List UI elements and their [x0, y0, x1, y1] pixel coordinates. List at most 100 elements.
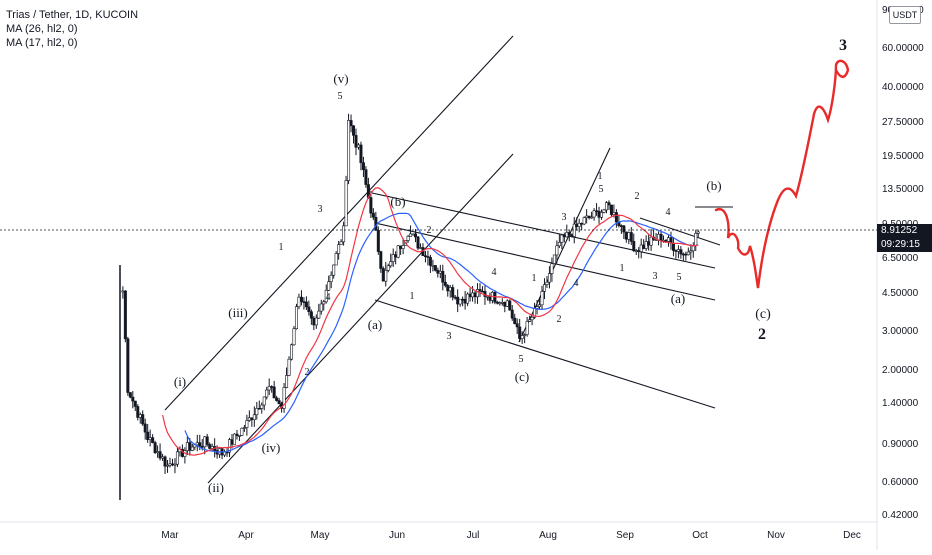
candle-body: [550, 263, 554, 274]
projection-path: [714, 59, 850, 289]
candle-body: [575, 223, 579, 227]
candle-body: [200, 446, 204, 448]
wave-label-wave-iv: (iv): [262, 440, 281, 455]
candle-body: [361, 162, 365, 170]
candle-body: [684, 253, 688, 256]
candle-body: [322, 301, 326, 305]
trend-line: [374, 299, 716, 409]
wave-label-sub-2-c: 2: [557, 314, 562, 325]
candles: [119, 113, 700, 500]
chart-legend: Trias / Tether, 1D, KUCOIN MA (26, hl2, …: [6, 8, 138, 50]
candle-body: [235, 433, 239, 437]
wave-label-sub-1-b: 1: [410, 291, 415, 302]
candle-body: [314, 317, 318, 326]
wave-label-sub-2-b: 2: [427, 225, 432, 236]
candle-body: [133, 400, 137, 407]
currency-button[interactable]: USDT: [889, 6, 921, 24]
candle-body: [676, 249, 680, 252]
candle-body: [597, 210, 601, 218]
wave-label-sub-4-a: 4: [326, 292, 331, 303]
candle-body: [344, 180, 348, 227]
candle-body: [287, 358, 291, 376]
ma-26-line: [184, 212, 699, 453]
candle-body: [587, 215, 591, 219]
candle-body: [666, 237, 670, 242]
last-price-tag: 8.91252: [877, 224, 932, 238]
time-axis: Mar Apr May Jun Jul Aug Sep Oct Nov Dec: [161, 530, 861, 541]
candle-body: [297, 296, 301, 307]
ma-17-legend[interactable]: MA (17, hl2, 0): [6, 37, 78, 49]
candle-body: [223, 451, 227, 456]
candle-body: [294, 306, 298, 330]
candle-body: [461, 298, 465, 301]
candle-body: [131, 396, 135, 402]
candle-body: [627, 232, 631, 240]
candle-body: [230, 439, 234, 445]
candle-body: [349, 120, 353, 127]
candle-body: [485, 296, 489, 298]
candle-body: [520, 335, 524, 339]
candle-body: [394, 254, 398, 258]
candle-body: [347, 120, 351, 181]
wave-label-wave-c-2: (c): [755, 307, 771, 322]
candle-body: [634, 250, 638, 252]
candle-body: [624, 231, 628, 240]
candle-body: [570, 234, 574, 237]
candle-body: [614, 212, 618, 223]
candle-body: [686, 251, 690, 256]
wave-label-sub-2-a: 2: [305, 367, 310, 378]
wave-label-sub-4-b: 4: [492, 267, 497, 278]
candle-body: [411, 233, 415, 236]
candle-body: [240, 427, 244, 436]
symbol-title[interactable]: Trias / Tether, 1D, KUCOIN: [6, 9, 139, 21]
candle-body: [260, 404, 264, 409]
candle-body: [671, 242, 675, 251]
candle-body: [525, 321, 529, 335]
candle-body: [228, 439, 232, 453]
candle-body: [168, 463, 172, 466]
candle-body: [205, 436, 209, 445]
trend-line: [164, 35, 514, 411]
trend-line: [518, 147, 611, 343]
trend-line: [371, 192, 716, 269]
candle-body: [151, 437, 155, 443]
time-tick-label: Oct: [692, 530, 708, 541]
candle-body: [696, 231, 700, 234]
candle-body: [468, 293, 472, 298]
candle-body: [619, 225, 623, 227]
time-tick-label: Nov: [767, 530, 785, 541]
candle-body: [538, 304, 542, 307]
candle-body: [647, 241, 651, 246]
candle-body: [270, 386, 274, 388]
candle-body: [629, 232, 633, 242]
candle-body: [128, 392, 132, 398]
candle-body: [332, 264, 336, 276]
candle-body: [637, 250, 641, 252]
candle-body: [195, 442, 199, 446]
price-tick-label: 0.42000: [882, 510, 919, 521]
candle-body: [173, 463, 177, 466]
candle-body: [689, 250, 693, 253]
candle-body: [567, 232, 571, 235]
candle-body: [540, 291, 544, 306]
wave-label-wave-a-2: (a): [671, 291, 685, 306]
ma-26-legend[interactable]: MA (26, hl2, 0): [6, 23, 78, 35]
wave-label-sub-3-b: 3: [447, 331, 452, 342]
candle-body: [508, 300, 512, 311]
candle-body: [166, 464, 170, 467]
candle-body: [612, 212, 616, 215]
moving-averages: [162, 187, 699, 456]
candle-body: [473, 292, 477, 298]
price-tick-label: 1.40000: [882, 398, 919, 409]
candle-body: [600, 212, 604, 218]
price-tick-label: 27.50000: [882, 117, 924, 128]
candle-body: [161, 456, 165, 459]
candle-body: [364, 169, 368, 185]
candle-body: [138, 414, 142, 418]
candle-body: [374, 216, 378, 231]
candle-body: [679, 249, 683, 255]
wave-label-sub-1-e: 1: [620, 263, 625, 274]
candle-body: [198, 442, 202, 447]
